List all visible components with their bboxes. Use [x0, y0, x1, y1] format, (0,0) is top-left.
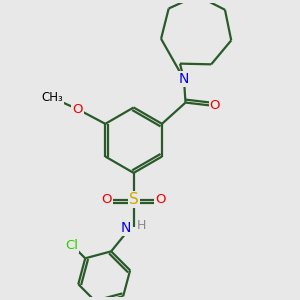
Text: O: O: [102, 193, 112, 206]
Text: S: S: [129, 192, 139, 207]
Text: O: O: [72, 103, 83, 116]
Text: N: N: [179, 72, 189, 86]
Text: O: O: [155, 193, 166, 206]
Text: O: O: [210, 99, 220, 112]
Text: H: H: [137, 219, 146, 232]
Text: CH₃: CH₃: [41, 91, 63, 104]
Text: Cl: Cl: [65, 239, 78, 252]
Text: N: N: [120, 221, 131, 235]
